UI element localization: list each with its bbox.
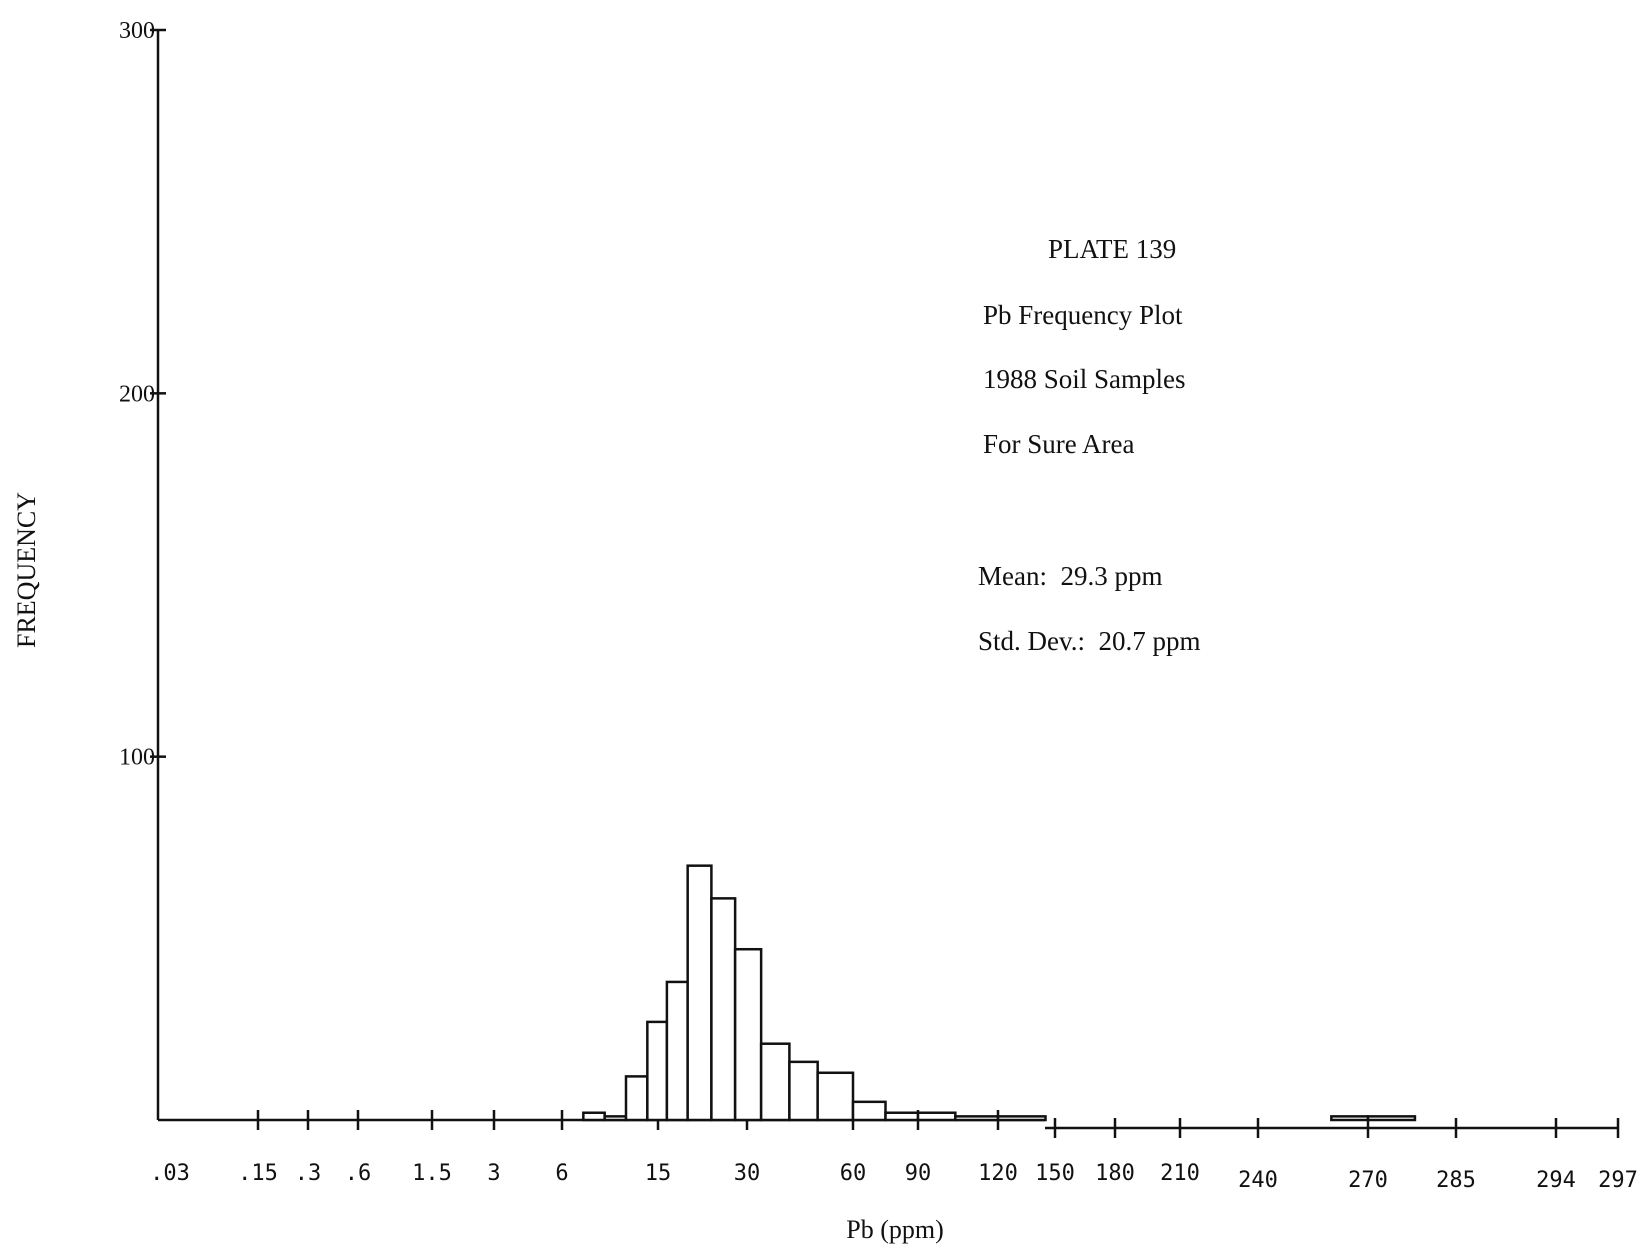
y-tick-label: 200 [119, 381, 155, 407]
mean-label: Mean: 29.3 ppm [978, 561, 1162, 591]
area-label: For Sure Area [983, 429, 1134, 459]
chart-subtitle: 1988 Soil Samples [983, 364, 1186, 394]
std-dev-label: Std. Dev.: 20.7 ppm [978, 626, 1201, 656]
plate-label: PLATE 139 [1048, 234, 1176, 264]
x-tick-label: .3 [295, 1161, 322, 1186]
y-axis-ticks: 100 200 300 [119, 18, 166, 771]
y-tick-label: 100 [119, 745, 155, 771]
x-axis-title: Pb (ppm) [846, 1215, 944, 1244]
histogram-bar [686, 864, 713, 1122]
histogram-bar [624, 1075, 649, 1122]
x-tick-label: 90 [905, 1161, 932, 1186]
histogram-bar [646, 1020, 669, 1122]
y-axis-title: FREQUENCY [12, 492, 41, 648]
x-tick-label: .6 [345, 1161, 372, 1186]
x-tick-label: 30 [734, 1161, 761, 1186]
histogram-bar [851, 1100, 887, 1122]
x-tick-label: 180 [1095, 1161, 1135, 1186]
x-tick-label: 60 [840, 1161, 867, 1186]
histogram-bar [1366, 1115, 1417, 1122]
histogram-bar [582, 1111, 606, 1122]
x-tick-label: 285 [1436, 1168, 1476, 1193]
x-tick-label: 294 [1536, 1168, 1576, 1193]
x-tick-label: 3 [487, 1161, 500, 1186]
x-tick-label: .03 [150, 1161, 190, 1186]
x-tick-label: 210 [1160, 1161, 1200, 1186]
histogram-bar [710, 897, 737, 1122]
x-tick-label: 6 [555, 1161, 568, 1186]
histogram-bar [996, 1115, 1047, 1122]
histogram-bar [916, 1111, 957, 1122]
histogram-bar [759, 1042, 791, 1122]
histogram-bar [788, 1060, 819, 1122]
x-tick-label: .15 [238, 1161, 278, 1186]
y-tick-label: 300 [119, 18, 155, 44]
histogram-bar [603, 1115, 628, 1122]
x-axis-ticks: .03 .15 .3 .6 1.5 3 6 15 30 60 90 120 150 180 210 240 27… [150, 1110, 1638, 1193]
x-tick-label: 1.5 [412, 1161, 452, 1186]
x-tick-label: 297 [1598, 1168, 1638, 1193]
histogram-bar [733, 947, 763, 1122]
x-tick-label: 15 [645, 1161, 672, 1186]
histogram-bar [954, 1115, 1000, 1122]
x-tick-label: 120 [978, 1161, 1018, 1186]
x-tick-label: 240 [1238, 1168, 1278, 1193]
chart-title: Pb Frequency Plot [983, 300, 1183, 330]
histogram-bar [884, 1111, 920, 1122]
histogram-bar [1330, 1115, 1370, 1122]
histogram-bar [665, 980, 689, 1122]
x-tick-label: 270 [1348, 1168, 1388, 1193]
histogram-bars [582, 864, 1417, 1122]
histogram-bar [816, 1071, 855, 1122]
x-tick-label: 150 [1035, 1161, 1075, 1186]
